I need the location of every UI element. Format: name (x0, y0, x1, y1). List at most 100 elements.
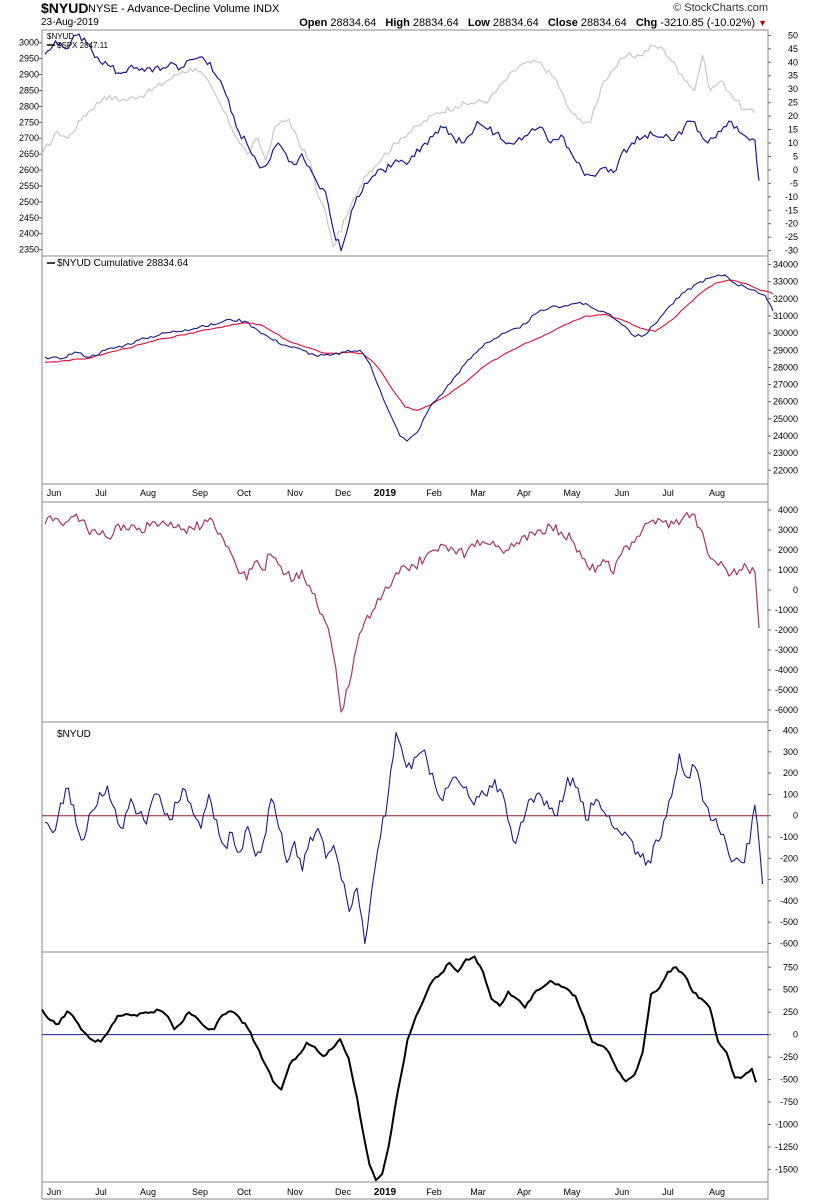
spx-axis-tick-label: 2700 (19, 133, 39, 143)
daily-axis-tick-label: 100 (783, 789, 798, 799)
nyud-axis-tick-label: 10 (788, 138, 798, 148)
oscillator-axis-tick-label: -4000 (775, 665, 798, 675)
daily-axis-tick-label: -400 (780, 896, 798, 906)
panel-frame (41, 29, 769, 257)
oscillator-axis-tick-label: 4000 (778, 505, 798, 515)
sum-axis-tick-label: -1250 (775, 1142, 798, 1152)
sum-axis-tick-label: -250 (780, 1052, 798, 1062)
spx-axis-tick-label: 2350 (19, 245, 39, 255)
sum-axis-tick-label: 0 (793, 1030, 798, 1040)
legend-daily: $NYUD (57, 729, 91, 740)
bottom-x-axis-band (41, 1181, 769, 1200)
cumulative-axis-tick-label: 31000 (773, 311, 798, 321)
bottom-x-axis-month-label: Oct (237, 1187, 252, 1197)
oscillator-axis-tick-label: -3000 (775, 645, 798, 655)
cumulative-axis-tick-label: 22000 (773, 465, 798, 475)
spx-axis-tick-label: 2550 (19, 181, 39, 191)
chart-date: 23-Aug-2019 (41, 17, 99, 28)
nyud-axis-tick-label: 20 (788, 111, 798, 121)
top-x-axis-month-label: Aug (140, 488, 156, 498)
chart-header: $NYUD NYSE - Advance-Decline Volume INDX… (0, 0, 820, 30)
bottom-x-axis-month-label: Sep (192, 1187, 208, 1197)
daily-axis-tick-label: -100 (780, 832, 798, 842)
daily-axis-tick-label: -600 (780, 938, 798, 948)
nyud-axis-tick-label: 5 (793, 151, 798, 161)
daily-axis-tick-label: 400 (783, 726, 798, 736)
oscillator-axis-tick-label: -5000 (775, 685, 798, 695)
close-label: Close (547, 17, 578, 29)
moving-average-line (44, 279, 774, 411)
daily-axis-tick-label: -500 (780, 917, 798, 927)
nyud-axis-tick-label: 40 (788, 57, 798, 67)
spx-axis-tick-label: 2650 (19, 149, 39, 159)
cumulative-axis-tick-label: 33000 (773, 277, 798, 287)
top-x-axis-month-label: Sep (192, 488, 208, 498)
top-x-axis-month-label: Apr (517, 488, 531, 498)
description-text: NYSE - Advance-Decline Volume (88, 3, 251, 15)
top-x-axis-month-label: Oct (237, 488, 252, 498)
bottom-x-axis-month-label: Jun (615, 1187, 630, 1197)
oscillator-axis-tick-label: 0 (793, 585, 798, 595)
legend-spx: $SPX 2847.11 (57, 41, 109, 50)
chg-label: Chg (635, 17, 658, 29)
cumulative-axis-tick-label: 27000 (773, 380, 798, 390)
bottom-x-axis-month-label: Dec (335, 1187, 352, 1197)
down-arrow-icon: ▼ (758, 18, 767, 28)
bottom-x-axis-month-label: Feb (426, 1187, 442, 1197)
panel-frame (41, 255, 769, 485)
sum-axis-tick-label: -500 (780, 1075, 798, 1085)
spx-axis-tick-label: 2600 (19, 165, 39, 175)
daily-axis-tick-label: 200 (783, 768, 798, 778)
spx-axis-tick-label: 2450 (19, 213, 39, 223)
sum-axis-tick-label: 750 (783, 962, 798, 972)
low-value: 28834.64 (492, 17, 539, 29)
nyud-axis-tick-label: -10 (785, 192, 798, 202)
stockcharts-logo: © StockCharts.com (673, 2, 768, 14)
daily-axis-tick-label: -300 (780, 875, 798, 885)
sum-axis-tick-label: -1500 (775, 1164, 798, 1174)
spx-axis-tick-label: 2950 (19, 54, 39, 64)
bottom-x-axis-month-label: Nov (287, 1187, 304, 1197)
ohlc-readout: Open 28834.64 High 28834.64 Low 28834.64… (299, 17, 767, 29)
bottom-x-axis-month-label: Apr (517, 1187, 531, 1197)
chg-value: -3210.85 (-10.02%) (660, 17, 756, 29)
spx-axis-tick-label: 2400 (19, 229, 39, 239)
cumulative-axis-tick-label: 30000 (773, 328, 798, 338)
spx-axis-tick-label: 3000 (19, 38, 39, 48)
open-value: 28834.64 (330, 17, 377, 29)
symbol-title: $NYUD (41, 0, 89, 16)
nyud-axis-tick-label: 50 (788, 30, 798, 40)
spx-axis-tick-label: 2500 (19, 197, 39, 207)
nyud-axis-tick-label: 15 (788, 125, 798, 135)
nyud-axis-tick-label: -30 (785, 246, 798, 256)
nyud-axis-tick-label: -25 (785, 232, 798, 242)
bottom-x-axis-month-label: Jun (47, 1187, 62, 1197)
high-label: High (385, 17, 410, 29)
spx-axis-tick-label: 2800 (19, 101, 39, 111)
panel-frame (41, 501, 769, 723)
nyud-axis-tick-label: -20 (785, 219, 798, 229)
oscillator-axis-tick-label: 2000 (778, 545, 798, 555)
cumulative-axis-tick-label: 34000 (773, 260, 798, 270)
sum-axis-tick-label: 250 (783, 1007, 798, 1017)
cumulative-axis-tick-label: 25000 (773, 414, 798, 424)
cumulative-line (44, 274, 774, 442)
sum-axis-tick-label: -750 (780, 1097, 798, 1107)
bottom-x-axis-month-label: May (563, 1187, 581, 1197)
type-text: INDX (253, 3, 280, 15)
cumulative-axis-tick-label: 32000 (773, 294, 798, 304)
low-label: Low (467, 17, 490, 29)
open-label: Open (299, 17, 328, 29)
panel-frame (41, 721, 769, 953)
summation-line (41, 955, 757, 1182)
spx-axis-tick-label: 2850 (19, 85, 39, 95)
oscillator-axis-tick-label: -1000 (775, 605, 798, 615)
close-value: 28834.64 (580, 17, 627, 29)
sum-axis-tick-label: -1000 (775, 1120, 798, 1130)
daily-axis-tick-label: 300 (783, 747, 798, 757)
oscillator-axis-tick-label: 3000 (778, 525, 798, 535)
nyud-axis-tick-label: 45 (788, 44, 798, 54)
cumulative-axis-tick-label: 26000 (773, 397, 798, 407)
nyud-axis-tick-label: 35 (788, 71, 798, 81)
